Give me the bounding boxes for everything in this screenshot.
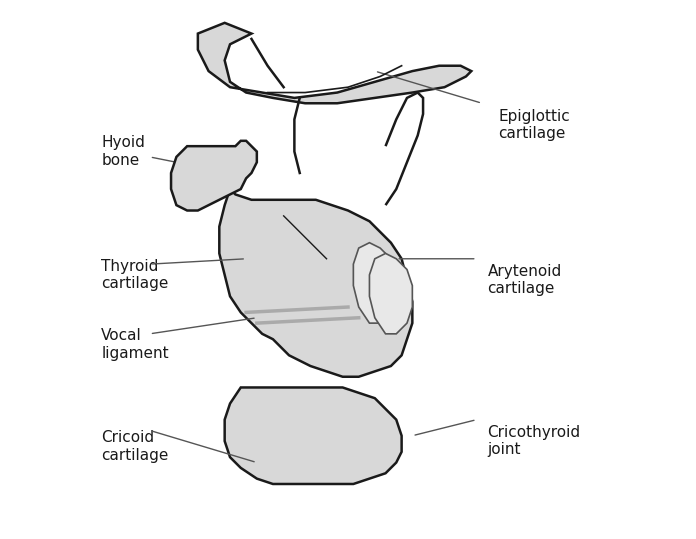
Polygon shape — [354, 243, 396, 323]
Polygon shape — [370, 253, 412, 334]
Polygon shape — [219, 189, 412, 377]
Text: Cricothyroid
joint: Cricothyroid joint — [487, 425, 580, 457]
Polygon shape — [225, 388, 402, 484]
Text: Hyoid
bone: Hyoid bone — [102, 135, 145, 168]
Text: Epiglottic
cartilage: Epiglottic cartilage — [498, 108, 570, 141]
Polygon shape — [198, 23, 471, 103]
Text: Thyroid
cartilage: Thyroid cartilage — [102, 259, 168, 291]
Text: Cricoid
cartilage: Cricoid cartilage — [102, 430, 168, 462]
Text: Vocal
ligament: Vocal ligament — [102, 328, 169, 361]
Polygon shape — [171, 141, 257, 211]
Text: Arytenoid
cartilage: Arytenoid cartilage — [487, 264, 562, 296]
